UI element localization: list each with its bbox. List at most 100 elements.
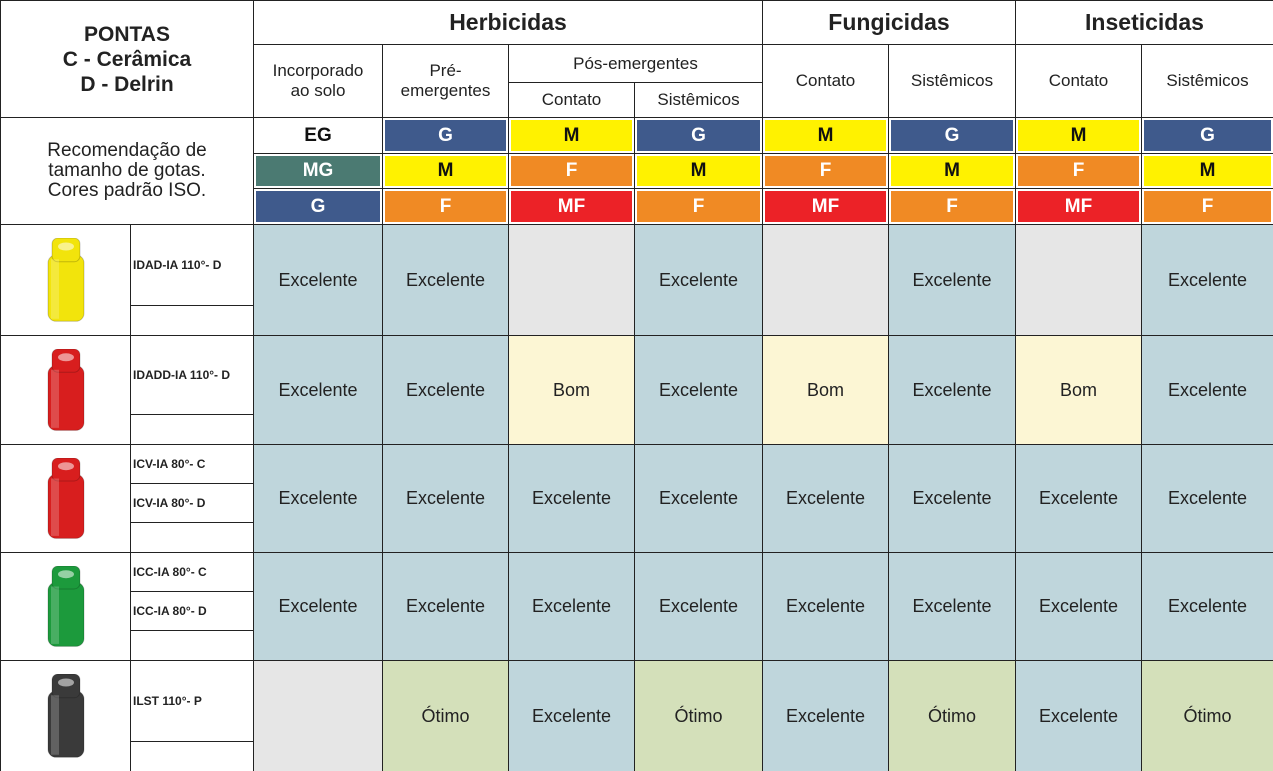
rating-cell: Excelente <box>1141 552 1273 661</box>
rating-cell: Excelente <box>253 552 383 661</box>
droplet-cell: EG <box>253 117 383 154</box>
group-header: Herbicidas <box>253 0 763 45</box>
droplet-cell: G <box>888 117 1016 154</box>
rating-cell: Excelente <box>762 552 889 661</box>
empty-name-cell <box>130 630 254 661</box>
rating-cell <box>1015 224 1142 336</box>
droplet-code: G <box>1144 120 1271 151</box>
column-header: Sistêmicos <box>634 82 763 118</box>
nozzle-image-cell <box>0 444 131 553</box>
rating-cell <box>508 224 635 336</box>
rating-cell: Ótimo <box>634 660 763 771</box>
rating-cell: Excelente <box>762 660 889 771</box>
pontas-title: PONTAS <box>84 22 170 46</box>
column-header: Sistêmicos <box>888 44 1016 118</box>
droplet-code: M <box>1144 156 1271 186</box>
nozzle-name: ICV-IA 80°- D <box>130 483 254 523</box>
subgroup-header: Pós-emergentes <box>508 44 763 83</box>
nozzle-image-cell <box>0 660 131 771</box>
nozzle-icon <box>47 348 84 431</box>
droplet-cell: M <box>1141 153 1273 189</box>
rating-cell: Excelente <box>253 335 383 445</box>
rating-cell: Bom <box>762 335 889 445</box>
rating-cell: Bom <box>1015 335 1142 445</box>
rating-cell: Excelente <box>1015 660 1142 771</box>
rating-cell: Ótimo <box>888 660 1016 771</box>
rating-cell: Ótimo <box>382 660 509 771</box>
droplet-cell: M <box>634 153 763 189</box>
droplet-cell: M <box>508 117 635 154</box>
nozzle-name: IDAD-IA 110°- D <box>130 224 254 306</box>
rating-cell: Excelente <box>634 552 763 661</box>
rating-cell: Excelente <box>1141 224 1273 336</box>
rating-cell: Excelente <box>508 552 635 661</box>
nozzle-icon <box>47 673 84 758</box>
droplet-code: M <box>637 156 760 186</box>
droplet-code: F <box>1144 191 1271 222</box>
rating-cell: Excelente <box>382 552 509 661</box>
rating-cell: Excelente <box>253 444 383 553</box>
rating-cell: Excelente <box>634 444 763 553</box>
rating-cell: Excelente <box>634 335 763 445</box>
droplet-code: M <box>511 120 632 151</box>
droplet-cell: F <box>382 188 509 225</box>
rating-cell <box>253 660 383 771</box>
rating-cell: Excelente <box>508 444 635 553</box>
droplet-code: F <box>765 156 886 186</box>
rating-cell: Excelente <box>1015 444 1142 553</box>
droplet-code: MF <box>511 191 632 222</box>
droplet-code: F <box>1018 156 1139 186</box>
empty-name-cell <box>130 414 254 445</box>
nozzle-image-cell <box>0 224 131 336</box>
rating-cell <box>762 224 889 336</box>
pontas-header: PONTAS C - Cerâmica D - Delrin <box>0 0 254 118</box>
empty-name-cell <box>130 741 254 771</box>
group-header: Inseticidas <box>1015 0 1273 45</box>
nozzle-icon <box>47 237 84 322</box>
column-header: Sistêmicos <box>1141 44 1273 118</box>
column-header: Pré- emergentes <box>382 44 509 118</box>
droplet-code: F <box>385 191 506 222</box>
droplet-cell: F <box>762 153 889 189</box>
droplet-cell: MF <box>1015 188 1142 225</box>
droplet-code: M <box>1018 120 1139 151</box>
column-header: Contato <box>762 44 889 118</box>
rating-cell: Excelente <box>382 224 509 336</box>
rating-cell: Excelente <box>888 552 1016 661</box>
nozzle-icon <box>47 565 84 647</box>
droplet-cell: F <box>888 188 1016 225</box>
rating-cell: Ótimo <box>1141 660 1273 771</box>
column-header: Contato <box>1015 44 1142 118</box>
droplet-code: G <box>891 120 1013 151</box>
rating-cell: Excelente <box>888 444 1016 553</box>
nozzle-name: ILST 110°- P <box>130 660 254 742</box>
droplet-code: M <box>765 120 886 151</box>
droplet-code: M <box>385 156 506 186</box>
rating-cell: Excelente <box>382 444 509 553</box>
rating-cell: Excelente <box>888 224 1016 336</box>
droplet-cell: F <box>634 188 763 225</box>
droplet-code: MF <box>765 191 886 222</box>
rating-cell: Excelente <box>1141 335 1273 445</box>
droplet-note: Recomendação de tamanho de gotas. Cores … <box>0 117 254 225</box>
droplet-code: G <box>637 120 760 151</box>
droplet-code: MG <box>256 156 380 186</box>
droplet-code: EG <box>256 120 380 151</box>
droplet-code: G <box>256 191 380 222</box>
droplet-cell: F <box>508 153 635 189</box>
nozzle-name: ICC-IA 80°- D <box>130 591 254 631</box>
rating-cell: Excelente <box>888 335 1016 445</box>
pontas-line: D - Delrin <box>80 72 174 96</box>
droplet-code: MF <box>1018 191 1139 222</box>
droplet-cell: F <box>1015 153 1142 189</box>
droplet-code: M <box>891 156 1013 186</box>
rating-cell: Excelente <box>508 660 635 771</box>
empty-name-cell <box>130 522 254 553</box>
rating-cell: Excelente <box>634 224 763 336</box>
pontas-line: C - Cerâmica <box>62 47 192 71</box>
droplet-code: F <box>637 191 760 222</box>
droplet-cell: M <box>382 153 509 189</box>
rating-cell: Excelente <box>382 335 509 445</box>
droplet-cell: G <box>634 117 763 154</box>
